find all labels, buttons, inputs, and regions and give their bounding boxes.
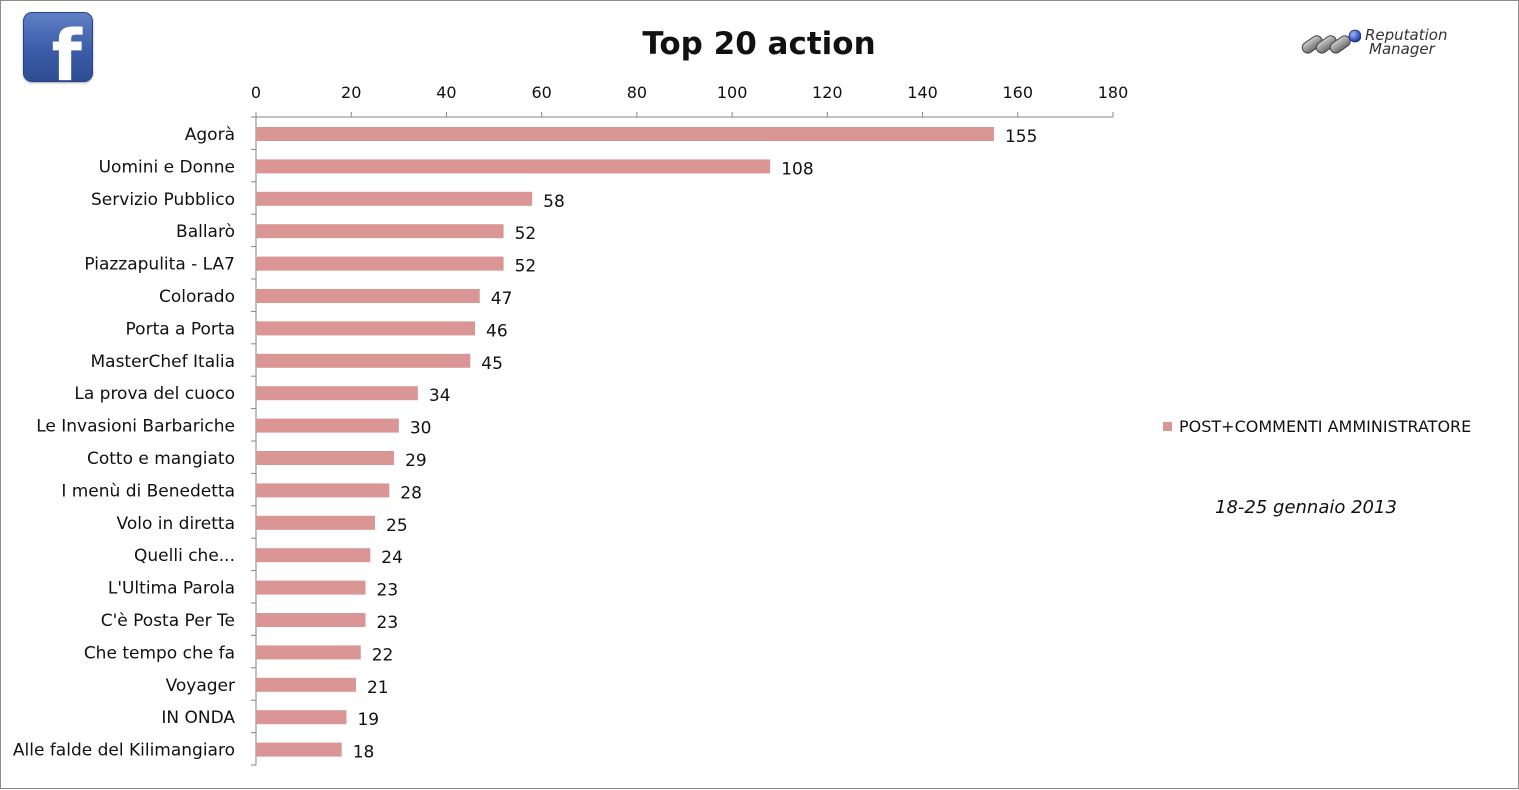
category-label: Cotto e mangiato bbox=[87, 449, 235, 469]
period-label: 18-25 gennaio 2013 bbox=[1215, 497, 1397, 518]
category-label: C'è Posta Per Te bbox=[101, 611, 235, 631]
x-tick-label: 80 bbox=[627, 83, 647, 102]
data-label: 45 bbox=[481, 354, 503, 374]
bar bbox=[256, 710, 347, 725]
reputation-manager-line1: Reputation bbox=[1365, 26, 1448, 44]
bar bbox=[256, 224, 504, 239]
category-label: Che tempo che fa bbox=[84, 643, 235, 663]
data-label: 155 bbox=[1005, 127, 1037, 147]
bar bbox=[256, 645, 361, 660]
data-label: 21 bbox=[367, 678, 389, 698]
category-label: Porta a Porta bbox=[126, 319, 235, 339]
data-label: 18 bbox=[353, 743, 375, 763]
category-label: La prova del cuoco bbox=[74, 384, 235, 404]
reputation-manager-logo: Reputation Manager bbox=[1299, 27, 1489, 61]
reputation-manager-wordmark: Reputation Manager bbox=[1365, 26, 1448, 58]
data-label: 25 bbox=[386, 516, 408, 536]
data-label: 58 bbox=[543, 192, 565, 212]
bar bbox=[256, 418, 399, 433]
chart-title: Top 20 action bbox=[642, 26, 875, 62]
bar bbox=[256, 289, 480, 303]
x-tick-label: 120 bbox=[812, 83, 843, 102]
data-label: 19 bbox=[357, 710, 379, 730]
data-label: 52 bbox=[515, 224, 537, 244]
category-label: Quelli che... bbox=[134, 546, 235, 566]
x-tick-label: 100 bbox=[717, 83, 748, 102]
data-label: 46 bbox=[486, 321, 508, 341]
category-label: Alle falde del Kilimangiaro bbox=[13, 741, 235, 761]
category-label: IN ONDA bbox=[161, 708, 235, 728]
data-label: 52 bbox=[515, 257, 537, 277]
bar bbox=[256, 677, 356, 692]
category-label: Uomini e Donne bbox=[99, 157, 235, 177]
bar bbox=[256, 127, 994, 141]
category-labels: Agorà Uomini e Donne Servizio Pubblico Ball… bbox=[13, 125, 235, 761]
x-tick-label: 60 bbox=[531, 83, 551, 102]
data-label: 24 bbox=[381, 548, 403, 568]
legend-swatch bbox=[1163, 422, 1172, 431]
category-label: Voyager bbox=[166, 676, 235, 696]
category-label: Agorà bbox=[185, 125, 235, 145]
x-axis: 0 20 40 60 80 100 120 140 160 180 bbox=[251, 83, 1129, 766]
x-tick-label: 160 bbox=[1003, 83, 1034, 102]
bar bbox=[256, 159, 771, 174]
legend-label: POST+COMMENTI AMMINISTRATORE bbox=[1179, 417, 1472, 436]
category-label: Colorado bbox=[159, 287, 235, 307]
chart-legend: POST+COMMENTI AMMINISTRATORE bbox=[1163, 417, 1471, 436]
data-label: 30 bbox=[410, 419, 432, 439]
bar bbox=[256, 742, 342, 757]
data-label: 28 bbox=[400, 483, 422, 503]
facebook-logo-icon: f bbox=[23, 12, 93, 82]
category-label: I menù di Benedetta bbox=[61, 481, 235, 501]
bar bbox=[256, 191, 533, 206]
category-label: Volo in diretta bbox=[117, 514, 235, 534]
bar bbox=[256, 548, 371, 563]
bar bbox=[256, 451, 395, 465]
data-label: 34 bbox=[429, 386, 451, 406]
reputation-manager-line2: Manager bbox=[1369, 40, 1435, 58]
category-label: Servizio Pubblico bbox=[91, 190, 235, 210]
x-tick-label: 20 bbox=[341, 83, 361, 102]
bar bbox=[256, 321, 476, 336]
x-tick-label: 140 bbox=[907, 83, 938, 102]
data-label: 22 bbox=[372, 645, 394, 665]
category-label: MasterChef Italia bbox=[90, 352, 235, 372]
category-label: L'Ultima Parola bbox=[108, 579, 235, 599]
bar bbox=[256, 256, 504, 271]
data-label: 29 bbox=[405, 451, 427, 471]
category-label: Piazzapulita - LA7 bbox=[84, 255, 235, 275]
bar bbox=[256, 483, 390, 498]
bar bbox=[256, 515, 376, 530]
bar bbox=[256, 386, 418, 401]
data-label: 47 bbox=[491, 289, 513, 309]
bar bbox=[256, 613, 366, 627]
x-tick-label: 180 bbox=[1098, 83, 1129, 102]
x-tick-label: 40 bbox=[436, 83, 456, 102]
facebook-f-glyph: f bbox=[51, 15, 82, 82]
bar bbox=[256, 353, 471, 368]
bar bbox=[256, 580, 366, 595]
data-label: 23 bbox=[377, 613, 399, 633]
data-label: 108 bbox=[781, 159, 813, 179]
bars bbox=[256, 127, 994, 757]
x-tick-label: 0 bbox=[251, 83, 261, 102]
reputation-manager-mark-icon bbox=[1301, 29, 1362, 54]
category-label: Le Invasioni Barbariche bbox=[36, 417, 235, 437]
data-labels: 1551085852524746453430292825242323222119… bbox=[353, 127, 1038, 763]
data-label: 23 bbox=[377, 581, 399, 601]
category-label: Ballarò bbox=[176, 222, 235, 242]
